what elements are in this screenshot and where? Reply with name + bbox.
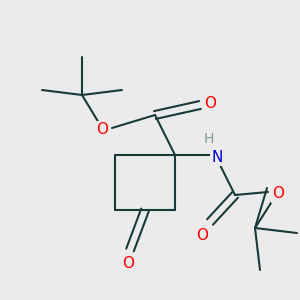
Text: O: O (196, 229, 208, 244)
Text: N: N (211, 149, 223, 164)
Text: H: H (204, 132, 214, 146)
Text: O: O (122, 256, 134, 272)
Text: O: O (272, 187, 284, 202)
Text: O: O (96, 122, 108, 137)
Text: O: O (204, 95, 216, 110)
